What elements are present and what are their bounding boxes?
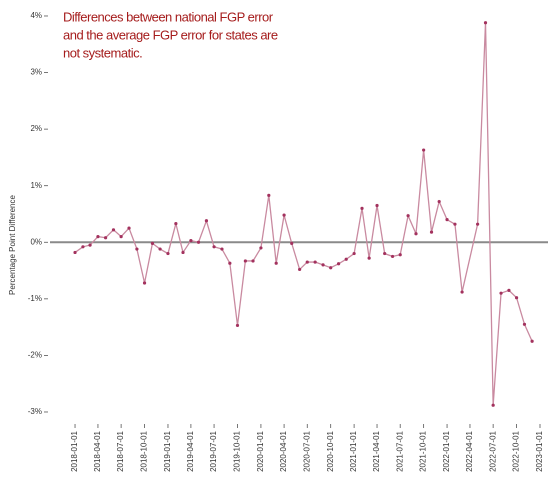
x-tick-label: 2021-01-01 bbox=[349, 430, 358, 471]
x-tick-label: 2022-07-01 bbox=[488, 430, 497, 471]
data-point bbox=[305, 260, 309, 264]
data-point bbox=[445, 218, 449, 222]
annotation: Differences between national FGP error bbox=[63, 9, 274, 24]
data-point bbox=[204, 219, 209, 223]
data-point bbox=[127, 226, 131, 230]
annotation: not systematic. bbox=[63, 45, 142, 60]
x-tick-label: 2022-10-01 bbox=[512, 430, 521, 471]
y-tick-label: 2% bbox=[30, 124, 42, 133]
data-point bbox=[119, 235, 123, 239]
data-point bbox=[150, 241, 155, 246]
data-point bbox=[398, 253, 402, 257]
data-point bbox=[530, 339, 534, 343]
data-point bbox=[282, 213, 286, 217]
data-point bbox=[103, 236, 108, 240]
data-point bbox=[429, 230, 434, 234]
data-point bbox=[499, 291, 503, 295]
data-point bbox=[375, 203, 379, 208]
x-tick-label: 2019-01-01 bbox=[163, 430, 172, 471]
data-point bbox=[228, 261, 232, 265]
data-point bbox=[259, 246, 263, 250]
data-point bbox=[414, 232, 418, 236]
data-point bbox=[453, 222, 457, 226]
data-point bbox=[142, 281, 147, 285]
data-point bbox=[181, 250, 185, 255]
data-point bbox=[344, 257, 348, 261]
x-tick-label: 2019-04-01 bbox=[186, 430, 195, 471]
annotation: and the average FGP error for states are bbox=[63, 27, 278, 42]
data-point bbox=[298, 267, 302, 272]
data-point bbox=[360, 206, 364, 210]
data-point bbox=[383, 251, 387, 256]
data-point bbox=[243, 259, 247, 263]
data-point bbox=[267, 193, 271, 197]
y-tick-label: 1% bbox=[30, 181, 42, 190]
data-point bbox=[352, 251, 356, 256]
data-point bbox=[96, 235, 100, 239]
y-tick-label: 4% bbox=[30, 11, 42, 20]
data-point bbox=[290, 241, 294, 246]
data-point bbox=[422, 148, 426, 152]
x-tick-label: 2018-01-01 bbox=[70, 430, 79, 471]
x-tick-label: 2021-10-01 bbox=[419, 430, 428, 471]
data-point bbox=[437, 199, 441, 204]
data-point bbox=[158, 247, 162, 251]
data-point bbox=[313, 260, 317, 264]
data-point bbox=[507, 288, 511, 292]
y-tick-label: 3% bbox=[30, 68, 42, 77]
x-tick-label: 2023-01-01 bbox=[535, 430, 544, 471]
data-point bbox=[522, 322, 527, 326]
data-point bbox=[321, 263, 325, 267]
x-tick-label: 2018-07-01 bbox=[116, 430, 125, 471]
x-tick-label: 2019-07-01 bbox=[209, 430, 218, 471]
series-line bbox=[74, 22, 533, 406]
data-point bbox=[81, 245, 85, 249]
x-tick-label: 2021-04-01 bbox=[372, 430, 381, 471]
x-tick-label: 2022-01-01 bbox=[442, 430, 451, 471]
data-point bbox=[336, 262, 341, 266]
y-axis-label: Percentage Point Difference bbox=[8, 194, 17, 294]
data-point bbox=[235, 323, 240, 328]
data-point bbox=[483, 21, 488, 25]
data-point bbox=[189, 238, 193, 243]
y-tick-label: -3% bbox=[28, 407, 42, 416]
data-point bbox=[390, 254, 395, 259]
data-point bbox=[329, 266, 333, 270]
data-point bbox=[274, 261, 278, 265]
data-point bbox=[73, 250, 77, 255]
data-point bbox=[460, 290, 464, 294]
data-point bbox=[406, 214, 410, 218]
data-point bbox=[111, 228, 116, 232]
x-tick-label: 2018-10-01 bbox=[140, 430, 149, 471]
x-tick-label: 2022-04-01 bbox=[465, 430, 474, 471]
x-tick-label: 2021-07-01 bbox=[395, 430, 404, 471]
data-point bbox=[220, 247, 224, 251]
data-point bbox=[514, 296, 519, 300]
y-tick-label: -1% bbox=[28, 294, 42, 303]
data-point bbox=[166, 251, 170, 256]
data-point bbox=[251, 259, 255, 263]
x-tick-label: 2020-01-01 bbox=[256, 430, 265, 471]
data-point bbox=[174, 222, 178, 226]
data-point bbox=[135, 247, 139, 251]
x-tick-label: 2020-10-01 bbox=[326, 430, 335, 471]
data-point bbox=[476, 222, 480, 226]
data-point bbox=[196, 240, 201, 244]
data-point bbox=[491, 403, 495, 407]
y-tick-label: -2% bbox=[28, 351, 42, 360]
x-tick-label: 2019-10-01 bbox=[233, 430, 242, 471]
data-point bbox=[212, 245, 216, 249]
data-point bbox=[367, 256, 371, 260]
y-tick-label: 0% bbox=[30, 237, 42, 246]
data-point bbox=[88, 243, 92, 247]
x-tick-label: 2020-07-01 bbox=[302, 430, 311, 471]
x-tick-label: 2020-04-01 bbox=[279, 430, 288, 471]
x-tick-label: 2018-04-01 bbox=[93, 430, 102, 471]
